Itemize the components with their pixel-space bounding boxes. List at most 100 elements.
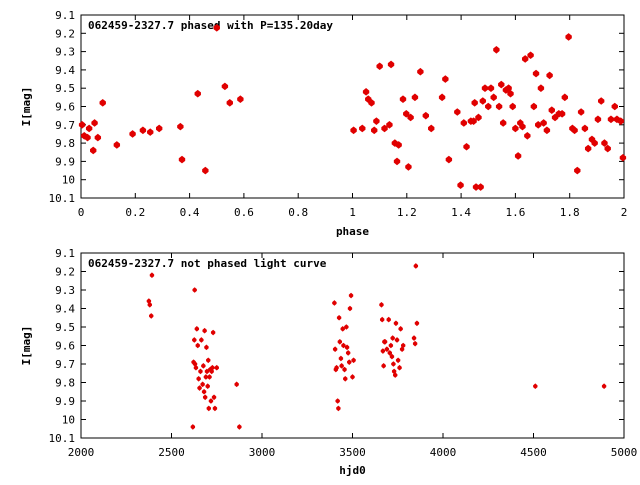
data-point (475, 113, 482, 122)
data-point (400, 342, 406, 349)
x-tick-label: 1.6 (505, 206, 525, 219)
data-point (379, 316, 385, 323)
y-axis-label: I[mag] (20, 326, 33, 366)
y-tick-label: 10 (62, 414, 75, 427)
data-point (139, 126, 147, 135)
data-point (493, 45, 500, 54)
data-point (196, 376, 201, 382)
data-series (146, 263, 607, 430)
x-tick-label: 3500 (339, 446, 366, 459)
data-point (335, 398, 340, 404)
data-point (386, 316, 391, 323)
data-point (348, 292, 354, 299)
data-point (344, 324, 349, 330)
data-point (527, 51, 534, 60)
data-point (485, 102, 492, 111)
data-point (177, 122, 184, 131)
data-point (213, 24, 220, 32)
data-point (445, 155, 453, 164)
data-point (442, 75, 449, 83)
data-point (94, 133, 102, 142)
data-point (336, 314, 342, 321)
data-point (90, 146, 97, 155)
data-point (381, 124, 388, 133)
data-point (149, 272, 155, 278)
data-point (334, 364, 339, 371)
data-point (584, 144, 592, 153)
x-tick-label: 2500 (158, 446, 185, 459)
data-point (386, 121, 393, 129)
data-point (571, 126, 578, 135)
data-point (200, 381, 205, 388)
data-point (407, 113, 414, 122)
data-point (394, 337, 400, 343)
data-point (581, 124, 589, 133)
data-point (343, 376, 348, 382)
data-point (412, 340, 418, 347)
data-point (454, 108, 461, 116)
data-point (619, 153, 627, 162)
data-point (214, 364, 219, 371)
data-point (417, 67, 424, 76)
data-point (413, 263, 419, 269)
data-point (414, 320, 420, 327)
y-tick-label: 9.1 (55, 247, 75, 260)
y-tick-label: 9.3 (55, 46, 75, 59)
data-point (457, 181, 464, 189)
y-axis-label: I[mag] (20, 87, 33, 127)
data-point (129, 130, 136, 138)
y-tick-label: 9.6 (55, 101, 75, 114)
y-tick-label: 10.1 (49, 432, 76, 445)
data-point (362, 88, 370, 96)
data-point (201, 388, 207, 395)
data-point (379, 302, 384, 308)
data-point (198, 368, 203, 375)
data-point (505, 84, 512, 92)
data-point (202, 327, 207, 334)
data-point (351, 357, 356, 364)
data-point (388, 342, 394, 349)
data-point (210, 329, 216, 336)
y-tick-label: 9.8 (55, 377, 75, 390)
y-tick-label: 9.3 (55, 284, 75, 297)
data-point (212, 405, 218, 412)
data-point (192, 287, 197, 293)
data-point (344, 344, 350, 351)
data-point (537, 84, 545, 92)
data-point (207, 374, 212, 380)
y-tick-label: 9.4 (55, 303, 75, 316)
x-tick-label: 3000 (249, 446, 276, 459)
data-point (345, 350, 351, 356)
data-point (149, 313, 154, 319)
data-point (99, 99, 106, 107)
data-point (234, 381, 239, 388)
data-point (332, 300, 337, 306)
data-point (601, 139, 608, 147)
data-point (197, 385, 202, 391)
data-point (336, 405, 341, 412)
data-point (438, 93, 446, 102)
data-point (397, 364, 402, 371)
data-point (393, 157, 401, 166)
data-point (339, 363, 344, 369)
data-point (78, 121, 86, 129)
data-point (543, 126, 551, 135)
data-point (601, 383, 607, 389)
data-point (546, 71, 553, 80)
data-point (533, 383, 538, 389)
data-point (574, 166, 581, 175)
data-point (155, 124, 163, 133)
data-point (428, 124, 435, 133)
data-point (373, 117, 380, 125)
data-point (521, 55, 529, 63)
y-tick-label: 10.1 (49, 192, 76, 205)
data-point (524, 131, 531, 140)
data-point (472, 183, 480, 191)
data-point (535, 121, 542, 129)
data-point (512, 124, 519, 133)
data-point (371, 126, 378, 135)
data-point (405, 163, 412, 171)
data-point (597, 97, 605, 105)
y-tick-label: 9.4 (55, 64, 75, 77)
